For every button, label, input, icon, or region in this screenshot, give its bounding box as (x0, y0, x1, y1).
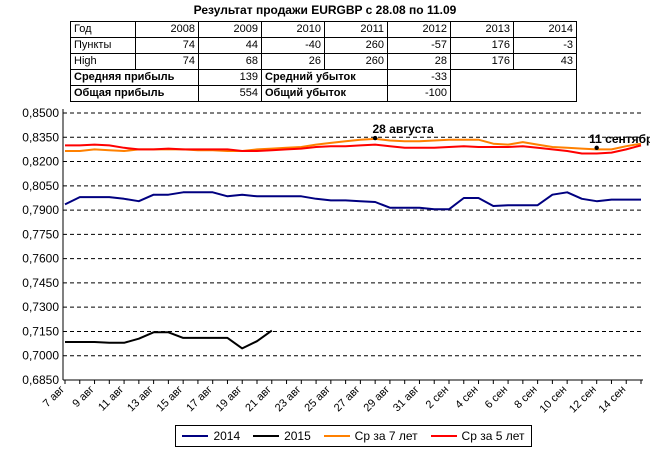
y-tick-label: 0,8350 (22, 130, 59, 144)
annotation-label: 11 сентября (589, 132, 650, 146)
table-row: Пункты 74 44 -40 260 -57 176 -3 (70, 37, 577, 54)
annotation-marker (372, 135, 378, 141)
y-tick-label: 0,6850 (22, 373, 59, 387)
legend-label: Ср за 5 лет (461, 429, 525, 443)
y-tick-label: 0,8500 (22, 106, 59, 120)
x-tick-label: 10 сен (537, 384, 569, 416)
chart-legend: 2014 2015 Ср за 7 лет Ср за 5 лет (175, 425, 532, 447)
x-tick-label: 19 авг (214, 384, 245, 415)
x-tick-label: 4 сен (453, 384, 480, 411)
annotation-label: 28 августа (372, 122, 434, 136)
legend-item: Ср за 5 лет (430, 429, 525, 443)
table-cell: High (70, 53, 136, 70)
series-line-2015 (65, 329, 273, 350)
x-tick-label: 27 авг (332, 384, 363, 415)
x-tick-label: 2 сен (424, 384, 451, 411)
series-line-Ср-за-5-лет (65, 143, 642, 155)
x-tick-label: 13 авг (125, 384, 156, 415)
total-loss-value: -100 (387, 85, 451, 102)
legend-label: 2014 (213, 429, 241, 443)
annotation-marker (594, 145, 599, 150)
table-cell: 2012 (387, 21, 451, 38)
table-cell: 74 (135, 53, 199, 70)
stats-table: Год 2008 2009 2010 2011 2012 2013 2014 П… (70, 21, 577, 102)
table-cell: Пункты (70, 37, 136, 54)
legend-label: Ср за 7 лет (354, 429, 418, 443)
table-cell: 2014 (513, 21, 577, 38)
x-tick-label: 31 авг (391, 384, 422, 415)
x-tick-label: 29 авг (361, 384, 392, 415)
table-cell: 176 (450, 53, 514, 70)
legend-swatch-2015 (253, 435, 280, 437)
table-header-row: Год 2008 2009 2010 2011 2012 2013 2014 (70, 21, 577, 38)
x-tick-label: 23 авг (273, 384, 304, 415)
blank-cell (450, 69, 577, 102)
legend-swatch-2014 (182, 435, 209, 437)
table-row: Средняя прибыль 139 Средний убыток -33 (70, 69, 577, 102)
table-row: High 74 68 26 260 28 176 43 (70, 53, 577, 70)
x-tick-label: 8 сен (512, 384, 539, 411)
x-tick-label: 17 авг (184, 384, 215, 415)
legend-item: 2014 (182, 429, 240, 443)
table-row: Общая прибыль 554 Общий убыток -100 (70, 85, 577, 102)
y-tick-label: 0,8050 (22, 179, 59, 193)
y-tick-label: 0,7600 (22, 252, 59, 266)
x-tick-label: 12 сен (567, 384, 599, 416)
legend-swatch-avg5 (430, 435, 457, 437)
x-tick-label: 15 авг (155, 384, 186, 415)
y-tick-label: 0,7150 (22, 324, 59, 338)
y-tick-label: 0,7450 (22, 276, 59, 290)
legend-item: Ср за 7 лет (323, 429, 418, 443)
y-tick-label: 0,7000 (22, 349, 59, 363)
x-tick-label: 6 сен (483, 384, 510, 411)
y-tick-label: 0,8200 (22, 155, 59, 169)
legend-label: 2015 (284, 429, 311, 443)
series-line-2014 (64, 191, 641, 211)
avg-profit-value: 139 (198, 69, 262, 86)
x-tick-label: 7 авг (41, 384, 67, 410)
chart-title: Результат продажи EURGBP с 28.08 по 11.0… (193, 3, 457, 17)
y-tick-label: 0,7300 (22, 300, 59, 314)
legend-item: 2015 (253, 429, 311, 443)
x-tick-label: 11 авг (96, 384, 126, 414)
avg-profit-label: Средняя прибыль (70, 69, 199, 86)
x-tick-label: 21 авг (243, 384, 274, 415)
x-tick-label: 14 сен (597, 384, 629, 416)
table-cell: 176 (450, 37, 514, 54)
total-profit-label: Общая прибыль (70, 85, 199, 102)
y-tick-label: 0,7900 (22, 203, 59, 217)
line-chart: 0,6850 0,7000 0,7150 0,7300 0,7450 0,7600 0,77… (22, 106, 650, 416)
legend-swatch-avg7 (323, 435, 350, 437)
total-loss-label: Общий убыток (261, 85, 388, 102)
x-tick-label: 25 авг (302, 384, 333, 415)
table-cell: 68 (198, 53, 262, 70)
y-tick-label: 0,7750 (22, 227, 59, 241)
table-cell: 2008 (135, 21, 199, 38)
x-tick-label: 9 авг (70, 384, 96, 410)
